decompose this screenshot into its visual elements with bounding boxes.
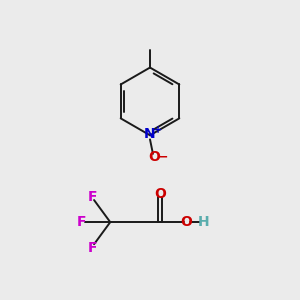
Text: −: − bbox=[158, 151, 168, 164]
Text: O: O bbox=[148, 150, 160, 164]
Text: O: O bbox=[180, 215, 192, 229]
Text: H: H bbox=[198, 215, 210, 229]
Text: +: + bbox=[154, 125, 162, 135]
Text: F: F bbox=[77, 215, 86, 229]
Text: N: N bbox=[144, 127, 156, 141]
Text: F: F bbox=[88, 241, 97, 255]
Text: O: O bbox=[154, 187, 166, 201]
Text: F: F bbox=[88, 190, 97, 203]
